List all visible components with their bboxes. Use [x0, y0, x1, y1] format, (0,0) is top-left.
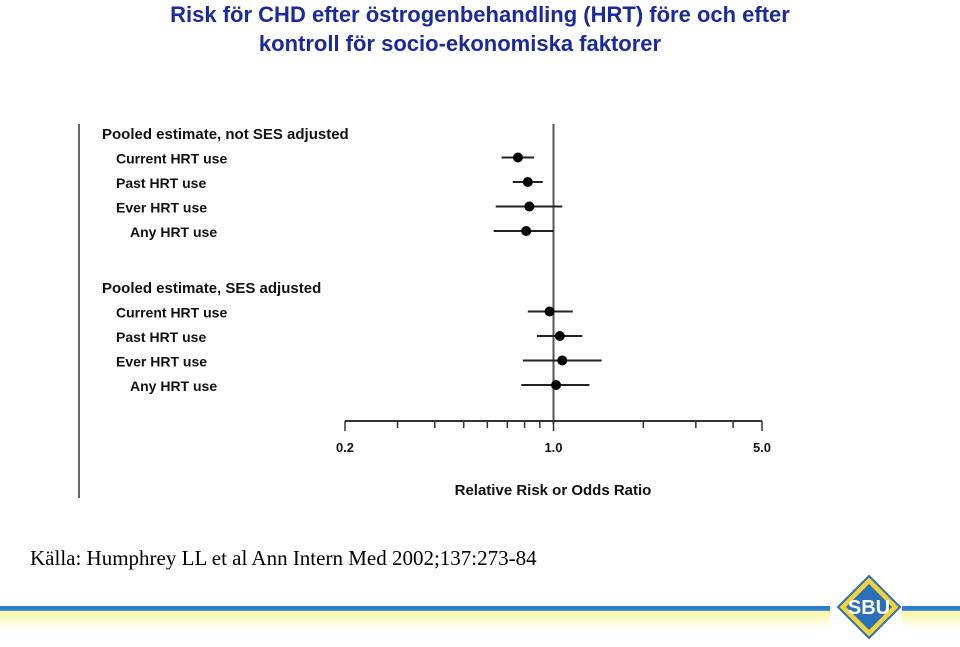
point-estimate	[557, 355, 568, 366]
x-tick-label: 5.0	[753, 440, 771, 455]
source-citation: Källa: Humphrey LL et al Ann Intern Med …	[30, 546, 537, 570]
row-label: Past HRT use	[116, 175, 206, 191]
logo-text: SBU	[848, 597, 890, 619]
row-label: Ever HRT use	[116, 354, 207, 370]
x-tick-label: 0.2	[336, 440, 354, 455]
footer-band	[0, 606, 830, 630]
group-heading: Pooled estimate, not SES adjusted	[102, 126, 349, 143]
slide-title: Risk för CHD efter östrogenbehandling (H…	[0, 0, 960, 58]
x-axis: 0.2 1.0 5.0 Relative Risk or Odds Ratio	[336, 420, 771, 499]
row-label: Current HRT use	[116, 151, 227, 167]
row-label: Any HRT use	[130, 224, 217, 240]
point-estimate	[512, 152, 523, 163]
row-label: Ever HRT use	[116, 200, 207, 216]
footer-band-right	[902, 606, 960, 630]
row-label: Any HRT use	[130, 378, 217, 394]
row-label: Past HRT use	[116, 329, 206, 345]
sbu-logo: SBU	[836, 574, 902, 640]
point-estimate	[554, 331, 565, 341]
point-estimate	[521, 226, 532, 236]
title-line-2: kontroll för socio-ekonomiska faktorer	[258, 31, 662, 56]
x-tick-label: 1.0	[544, 440, 562, 455]
point-estimate	[544, 306, 555, 317]
group-heading: Pooled estimate, SES adjusted	[102, 280, 321, 297]
point-estimate	[524, 201, 535, 212]
title-line-1: Risk för CHD efter östrogenbehandling (H…	[170, 2, 790, 27]
point-estimate	[551, 380, 562, 390]
point-estimate	[522, 177, 533, 187]
forest-rows: Pooled estimate, not SES adjusted Current…	[102, 124, 602, 424]
x-axis-label: Relative Risk or Odds Ratio	[455, 482, 652, 499]
row-label: Current HRT use	[116, 305, 227, 321]
